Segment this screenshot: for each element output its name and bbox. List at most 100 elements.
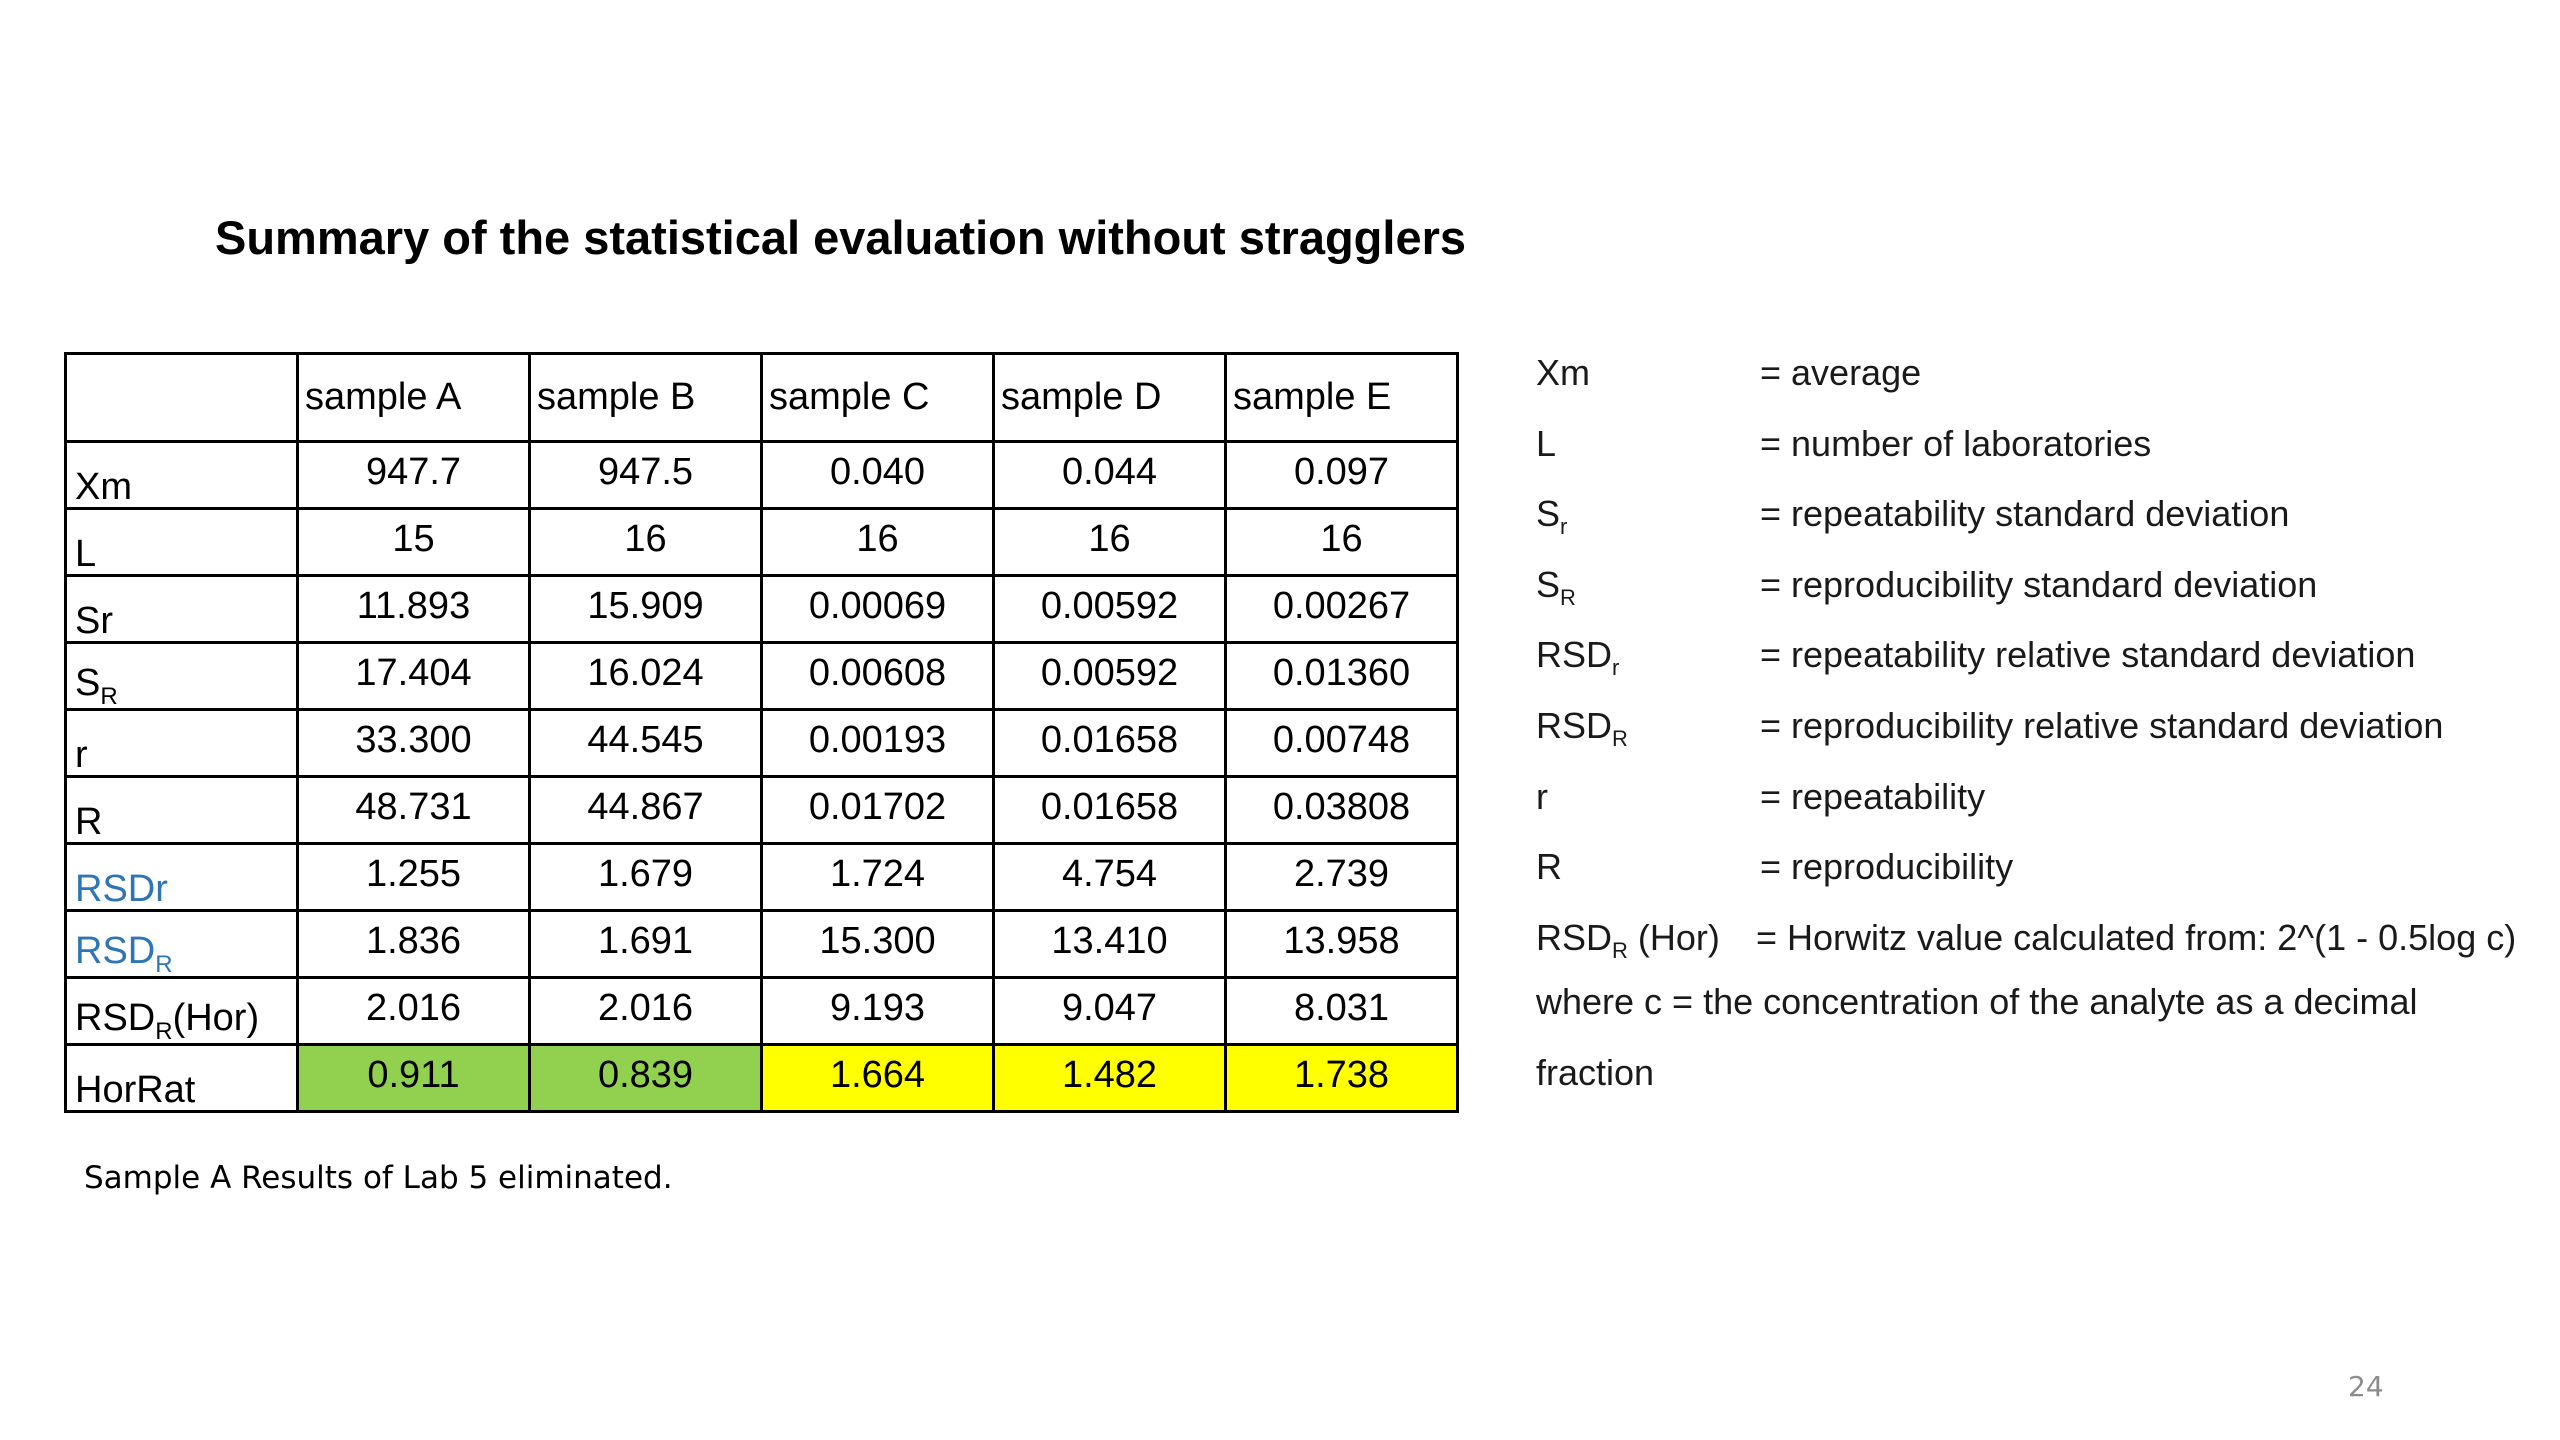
table-cell: 15.909 bbox=[528, 574, 763, 644]
table-cell: 0.00748 bbox=[1224, 708, 1459, 778]
row-label: Xm bbox=[64, 440, 299, 510]
legend-term-subscript: R bbox=[1560, 585, 1576, 610]
table-row: SR 17.404 16.024 0.00608 0.00592 0.01360 bbox=[64, 641, 1459, 711]
footnote: Sample A Results of Lab 5 eliminated. bbox=[84, 1160, 673, 1196]
table-cell: 13.958 bbox=[1224, 909, 1459, 979]
table-cell: 44.545 bbox=[528, 708, 763, 778]
legend-term: RSDR bbox=[1536, 705, 1628, 751]
page-number: 24 bbox=[2348, 1370, 2384, 1403]
legend-term: Xm bbox=[1536, 352, 1590, 394]
row-label-text: HorRat bbox=[75, 1069, 196, 1111]
row-label: L bbox=[64, 507, 299, 577]
table-cell: 17.404 bbox=[296, 641, 531, 711]
table-cell: 15.300 bbox=[760, 909, 995, 979]
table-cell: 1.679 bbox=[528, 842, 763, 912]
table-row: R 48.731 44.867 0.01702 0.01658 0.03808 bbox=[64, 775, 1459, 845]
row-label-suffix: (Hor) bbox=[172, 997, 260, 1039]
table-cell: 0.097 bbox=[1224, 440, 1459, 510]
table-row: Sr 11.893 15.909 0.00069 0.00592 0.00267 bbox=[64, 574, 1459, 644]
row-label: RSDR(Hor) bbox=[64, 976, 299, 1046]
table-cell: 15 bbox=[296, 507, 531, 577]
row-label: SR bbox=[64, 641, 299, 711]
table-cell: 11.893 bbox=[296, 574, 531, 644]
row-label: Sr bbox=[64, 574, 299, 644]
legend-term-text: RSD bbox=[1536, 917, 1613, 958]
column-header-sample-c: sample C bbox=[760, 352, 995, 443]
table-row: Xm 947.7 947.5 0.040 0.044 0.097 bbox=[64, 440, 1459, 510]
table-cell: 8.031 bbox=[1224, 976, 1459, 1046]
table-cell: 9.047 bbox=[992, 976, 1227, 1046]
table-cell: 0.00592 bbox=[992, 574, 1227, 644]
row-label-subscript: R bbox=[155, 1018, 173, 1045]
table-cell: 16 bbox=[760, 507, 995, 577]
table-cell: 48.731 bbox=[296, 775, 531, 845]
table-cell: 1.664 bbox=[760, 1043, 995, 1113]
legend-term: R bbox=[1536, 846, 1562, 888]
legend-term-suffix: (Hor) bbox=[1627, 917, 1720, 958]
column-header-sample-b: sample B bbox=[528, 352, 763, 443]
table-row: r 33.300 44.545 0.00193 0.01658 0.00748 bbox=[64, 708, 1459, 778]
column-header-sample-d: sample D bbox=[992, 352, 1227, 443]
row-label: HorRat bbox=[64, 1043, 299, 1113]
legend-note-line: where c = the concentration of the analy… bbox=[1536, 981, 2418, 1022]
legend-term: Sr bbox=[1536, 493, 1567, 539]
table-row: RSDr 1.255 1.679 1.724 4.754 2.739 bbox=[64, 842, 1459, 912]
table-cell: 16 bbox=[1224, 507, 1459, 577]
table-cell: 1.482 bbox=[992, 1043, 1227, 1113]
legend-term-subscript: R bbox=[1612, 938, 1628, 963]
row-label-text: Sr bbox=[75, 600, 113, 642]
row-label-text: S bbox=[75, 662, 101, 704]
legend-definition: = repeatability bbox=[1760, 776, 1986, 817]
table-cell: 1.724 bbox=[760, 842, 995, 912]
table-cell: 947.5 bbox=[528, 440, 763, 510]
legend-definition: = number of laboratories bbox=[1760, 423, 2152, 464]
table-cell: 44.867 bbox=[528, 775, 763, 845]
table-cell: 16 bbox=[992, 507, 1227, 577]
table-cell: 0.044 bbox=[992, 440, 1227, 510]
row-label-subscript: R bbox=[100, 683, 118, 710]
legend-term: r bbox=[1536, 776, 1548, 818]
legend-term-text: S bbox=[1536, 493, 1561, 534]
legend-definition: = average bbox=[1760, 352, 1922, 393]
legend-note-line: fraction bbox=[1536, 1052, 1655, 1093]
table-cell: 9.193 bbox=[760, 976, 995, 1046]
row-label-text: L bbox=[75, 533, 97, 575]
legend-term-text: R bbox=[1536, 846, 1562, 887]
table-cell: 16.024 bbox=[528, 641, 763, 711]
legend-definition: = reproducibility relative standard devi… bbox=[1760, 705, 2444, 746]
legend-term-subscript: R bbox=[1612, 726, 1628, 751]
table-cell: 0.00592 bbox=[992, 641, 1227, 711]
table-corner-cell bbox=[64, 352, 299, 443]
legend-term: RSDr bbox=[1536, 634, 1619, 680]
table-cell: 2.016 bbox=[528, 976, 763, 1046]
legend-term-subscript: r bbox=[1560, 514, 1568, 539]
table-row: L 15 16 16 16 16 bbox=[64, 507, 1459, 577]
table-cell: 0.00608 bbox=[760, 641, 995, 711]
legend-term-text: L bbox=[1536, 423, 1557, 464]
statistics-table: sample A sample B sample C sample D samp… bbox=[64, 352, 1459, 1113]
row-label-subscript: R bbox=[155, 951, 173, 978]
table-cell: 33.300 bbox=[296, 708, 531, 778]
table-cell: 0.01658 bbox=[992, 708, 1227, 778]
slide-title: Summary of the statistical evaluation wi… bbox=[215, 211, 1467, 264]
legend-term: SR bbox=[1536, 564, 1576, 610]
table-cell: 4.754 bbox=[992, 842, 1227, 912]
legend-term-text: S bbox=[1536, 564, 1561, 605]
table-cell: 0.01360 bbox=[1224, 641, 1459, 711]
legend-definition: = reproducibility bbox=[1760, 846, 2014, 887]
table-cell: 0.01658 bbox=[992, 775, 1227, 845]
table-cell: 1.691 bbox=[528, 909, 763, 979]
table-cell: 0.03808 bbox=[1224, 775, 1459, 845]
table-cell: 947.7 bbox=[296, 440, 531, 510]
legend-term-text: r bbox=[1536, 776, 1548, 817]
legend-definition: = repeatability standard deviation bbox=[1760, 493, 2290, 534]
legend-definition: = reproducibility standard deviation bbox=[1760, 564, 2318, 605]
table-header-row: sample A sample B sample C sample D samp… bbox=[64, 352, 1459, 443]
table-cell: 2.016 bbox=[296, 976, 531, 1046]
row-label-text: RSD bbox=[75, 930, 156, 972]
table-cell: 0.839 bbox=[528, 1043, 763, 1113]
table-row: HorRat 0.911 0.839 1.664 1.482 1.738 bbox=[64, 1043, 1459, 1113]
table-row: RSDR 1.836 1.691 15.300 13.410 13.958 bbox=[64, 909, 1459, 979]
row-label-text: r bbox=[75, 734, 88, 776]
row-label: RSDr bbox=[64, 842, 299, 912]
